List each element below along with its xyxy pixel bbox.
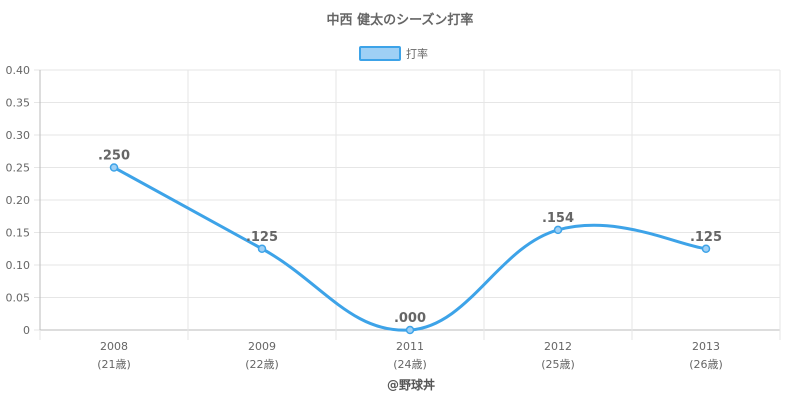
x-tick-label: 2011 <box>396 340 424 353</box>
chart-title: 中西 健太のシーズン打率 <box>327 12 474 28</box>
data-point <box>405 325 415 335</box>
y-tick-label: 0.20 <box>6 194 31 207</box>
data-label: .250 <box>98 149 130 164</box>
data-point <box>109 163 119 172</box>
y-tick-label: 0.10 <box>6 259 31 272</box>
y-tick-label: 0.05 <box>6 292 31 305</box>
legend-swatch <box>359 46 401 61</box>
data-labels: .250 .125 .000 .154 .125 <box>98 149 722 327</box>
x-tick-label: 2013 <box>692 340 720 353</box>
y-tick-label: 0.30 <box>6 129 31 142</box>
y-tick-label: 0.15 <box>6 227 31 240</box>
x-tick-sublabel: (22歳) <box>245 358 279 371</box>
series-line-path <box>113 166 707 332</box>
data-point <box>553 225 563 235</box>
x-tick-sublabel: (24歳) <box>393 358 427 371</box>
y-tick-label: 0.25 <box>6 162 31 175</box>
y-tick-label: 0 <box>23 324 30 337</box>
credit: @野球丼 <box>387 377 435 392</box>
x-tick-label: 2008 <box>100 340 128 353</box>
series-points <box>109 163 711 335</box>
grid <box>34 69 781 340</box>
series-line <box>113 166 707 332</box>
data-point <box>257 244 267 253</box>
data-label: .125 <box>246 230 278 245</box>
data-label: .000 <box>394 311 426 326</box>
x-axis: 2008 (21歳) 2009 (22歳) 2011 (24歳) 2012 (25歳) 2013… <box>97 340 723 371</box>
y-axis: 0 0.05 0.10 0.15 0.20 0.25 0.30 0.35 0.40 <box>6 64 31 337</box>
x-tick-sublabel: (21歳) <box>97 358 131 371</box>
x-tick-label: 2012 <box>544 340 572 353</box>
y-tick-label: 0.40 <box>6 64 31 77</box>
x-tick-sublabel: (25歳) <box>541 358 575 371</box>
legend[interactable]: 打率 <box>359 46 428 61</box>
x-tick-label: 2009 <box>248 340 276 353</box>
y-tick-label: 0.35 <box>6 97 31 110</box>
data-label: .125 <box>690 230 722 245</box>
x-tick-sublabel: (26歳) <box>689 358 723 371</box>
data-label: .154 <box>542 211 574 226</box>
data-point <box>701 244 711 253</box>
legend-label: 打率 <box>406 47 428 61</box>
